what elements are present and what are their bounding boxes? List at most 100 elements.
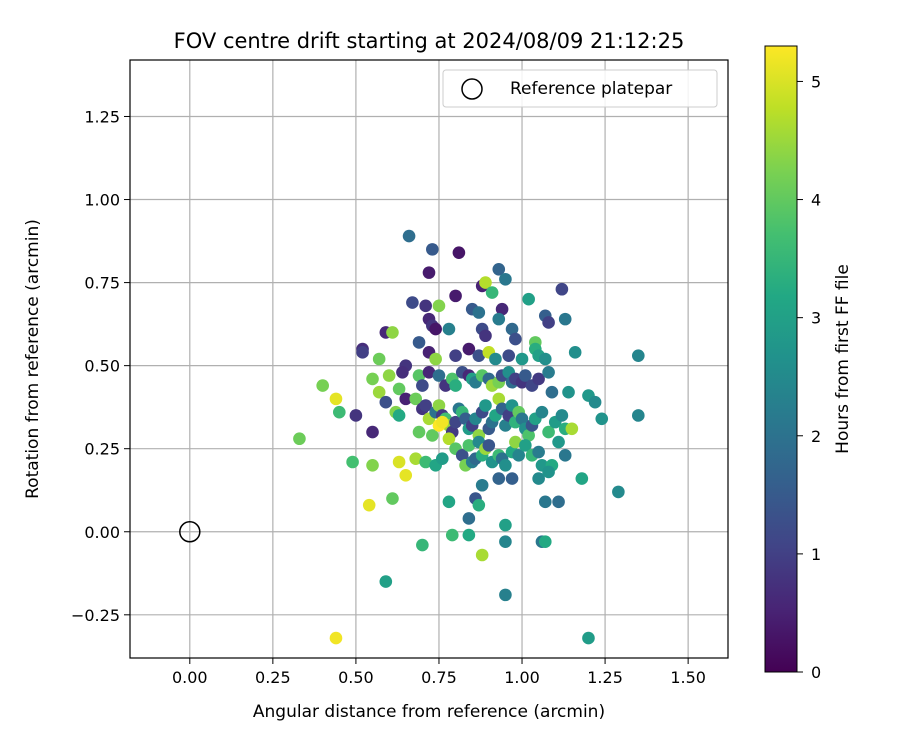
data-point — [552, 495, 565, 509]
data-points — [293, 229, 645, 645]
data-point — [538, 352, 552, 366]
data-point — [492, 263, 506, 276]
data-point — [333, 405, 346, 419]
plot-frame — [129, 59, 729, 659]
data-point — [472, 306, 486, 319]
data-point — [396, 365, 409, 379]
data-point — [612, 485, 625, 499]
data-point — [542, 425, 555, 439]
data-point — [475, 548, 489, 562]
data-point — [489, 352, 502, 366]
data-point — [442, 322, 456, 336]
colorbar-ticks: 0 1 2 3 4 5 — [797, 72, 821, 682]
data-point — [522, 292, 535, 306]
data-point — [542, 365, 555, 379]
data-point — [595, 412, 609, 426]
data-point — [532, 372, 545, 386]
data-point — [475, 478, 489, 492]
y-tick-label: 0.00 — [84, 523, 120, 542]
data-point — [515, 412, 529, 426]
legend-box — [442, 69, 718, 108]
data-point — [519, 369, 532, 382]
data-point — [412, 425, 426, 439]
legend-marker-reference — [461, 78, 483, 100]
colorbar: 0 1 2 3 4 5 Hours from first FF file — [764, 45, 853, 682]
data-point — [435, 452, 449, 465]
colorbar-label: Hours from first FF file — [833, 264, 853, 454]
colorbar-tick-label: 4 — [811, 191, 821, 210]
colorbar-gradient — [764, 45, 798, 673]
data-point — [422, 266, 436, 279]
x-tick-label: 0.00 — [172, 668, 208, 687]
data-point — [532, 472, 545, 485]
data-point — [435, 415, 449, 429]
data-point — [379, 395, 393, 409]
data-point — [472, 498, 486, 512]
data-point — [482, 439, 496, 452]
data-point — [416, 538, 429, 552]
data-point — [552, 435, 565, 449]
chart-title: FOV centre drift starting at 2024/08/09 … — [174, 29, 685, 53]
data-point — [462, 512, 476, 525]
data-point — [532, 445, 545, 459]
data-point — [632, 349, 645, 362]
data-point — [502, 349, 516, 362]
data-point — [399, 392, 413, 406]
data-point — [509, 332, 522, 346]
data-point — [412, 369, 426, 382]
data-point — [582, 631, 595, 645]
data-point — [538, 495, 552, 509]
data-point — [445, 528, 459, 542]
data-point — [479, 276, 492, 289]
y-axis-ticks: −0.25 0.00 0.25 0.50 0.75 1.00 1.25 — [71, 107, 130, 625]
x-tick-label: 1.25 — [587, 668, 623, 687]
x-tick-label: 1.50 — [670, 668, 706, 687]
data-point — [412, 336, 426, 349]
data-point — [555, 409, 569, 422]
data-point — [449, 289, 462, 303]
y-tick-label: 0.25 — [84, 440, 120, 459]
data-point — [293, 432, 306, 446]
data-point — [558, 312, 572, 326]
data-point — [495, 302, 509, 316]
data-point — [419, 299, 432, 313]
data-point — [575, 472, 589, 485]
data-point — [632, 409, 645, 422]
data-point — [512, 449, 525, 462]
data-point — [349, 409, 363, 422]
data-point — [406, 296, 419, 309]
data-point — [416, 379, 429, 392]
data-point — [505, 472, 519, 485]
data-point — [442, 432, 456, 446]
data-point — [442, 495, 456, 509]
y-tick-label: 1.25 — [84, 107, 120, 126]
data-point — [462, 528, 476, 542]
data-point — [429, 322, 442, 336]
legend-entry-reference: Reference platepar — [510, 79, 672, 99]
data-point — [356, 346, 369, 359]
data-point — [426, 429, 439, 442]
data-point — [479, 399, 492, 412]
data-point — [386, 492, 399, 505]
y-tick-label: 0.50 — [84, 357, 120, 376]
data-point — [449, 415, 462, 429]
data-point — [462, 439, 476, 452]
data-point — [499, 459, 512, 472]
data-point — [472, 349, 486, 362]
data-point — [366, 372, 379, 386]
legend: Reference platepar — [442, 69, 718, 108]
data-point — [545, 385, 559, 399]
y-axis-label: Rotation from reference (arcmin) — [23, 219, 43, 499]
data-point — [499, 535, 512, 549]
data-point — [565, 422, 579, 436]
data-point — [505, 322, 519, 336]
data-point — [519, 439, 532, 452]
data-point — [432, 299, 446, 313]
data-point — [509, 435, 522, 449]
data-point — [419, 399, 432, 412]
colorbar-tick-label: 0 — [811, 663, 821, 682]
data-point — [492, 472, 506, 485]
data-point — [485, 286, 499, 299]
data-point — [522, 429, 535, 442]
